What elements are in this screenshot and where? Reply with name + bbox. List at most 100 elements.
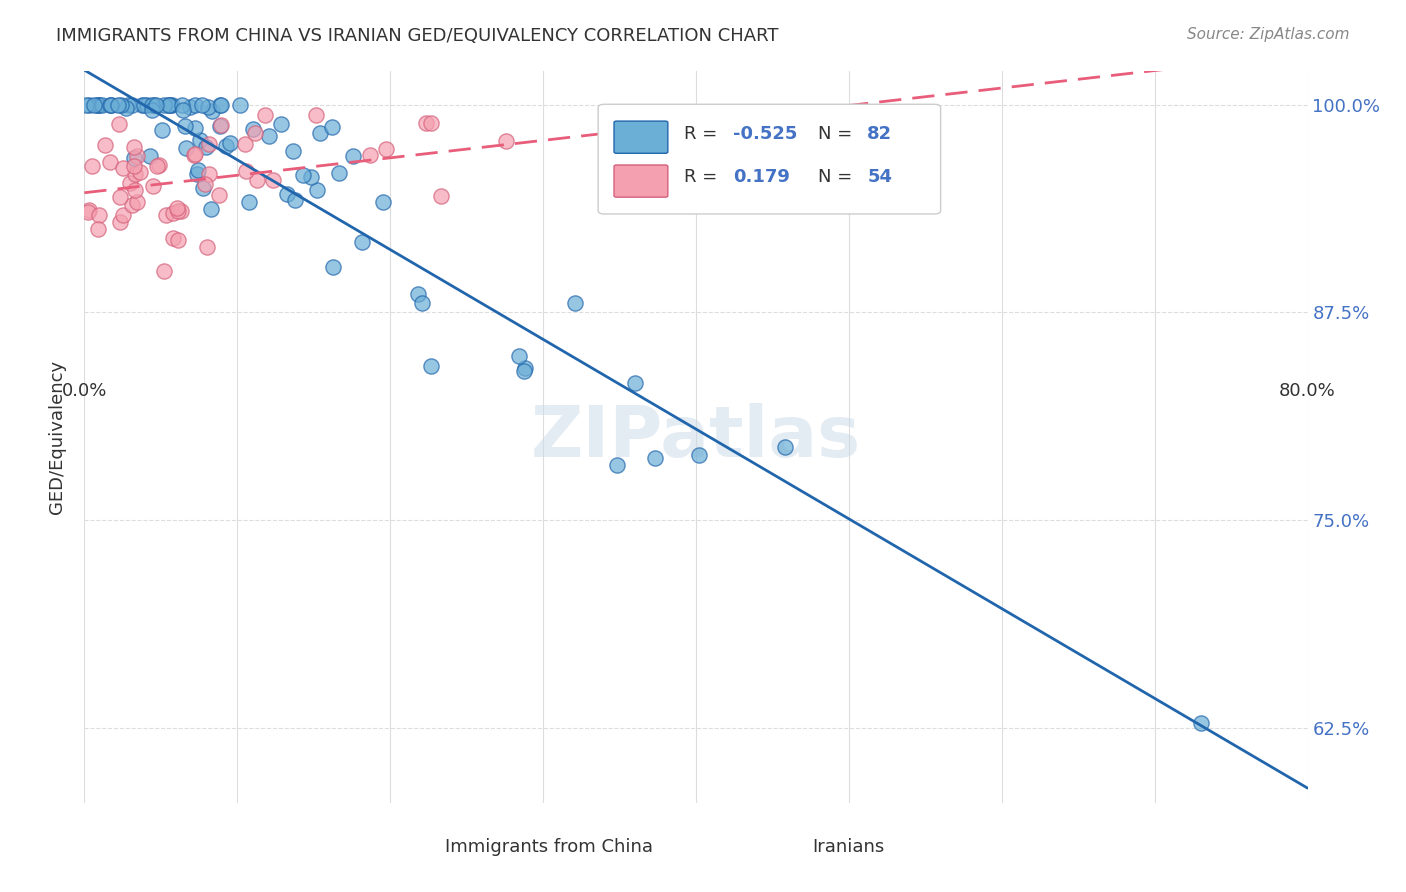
Point — [430, 189, 453, 203]
Point — [86, 97, 108, 112]
Point — [198, 137, 221, 152]
Point — [198, 168, 221, 182]
Point — [111, 161, 134, 175]
Point — [172, 103, 194, 117]
FancyBboxPatch shape — [614, 121, 668, 153]
Point — [155, 208, 177, 222]
Point — [342, 149, 364, 163]
Text: R =: R = — [683, 125, 723, 143]
Point — [107, 117, 129, 131]
Point — [153, 264, 176, 278]
Point — [87, 222, 110, 236]
Point — [374, 143, 396, 157]
Text: 54: 54 — [868, 169, 893, 186]
Point — [688, 448, 710, 462]
Point — [83, 97, 105, 112]
Point — [129, 164, 152, 178]
Point — [276, 186, 298, 201]
Point — [299, 170, 322, 185]
Point — [100, 97, 122, 112]
Point — [188, 133, 211, 147]
Point — [159, 97, 181, 112]
Text: IMMIGRANTS FROM CHINA VS IRANIAN GED/EQUIVALENCY CORRELATION CHART: IMMIGRANTS FROM CHINA VS IRANIAN GED/EQU… — [56, 27, 779, 45]
Point — [208, 188, 231, 202]
Text: N =: N = — [818, 125, 858, 143]
Point — [229, 97, 252, 112]
Text: 0.0%: 0.0% — [62, 383, 107, 401]
Point — [127, 194, 149, 209]
Text: 0.179: 0.179 — [733, 169, 790, 186]
Text: N =: N = — [818, 169, 858, 186]
Point — [194, 177, 217, 191]
Point — [246, 173, 269, 187]
Point — [309, 127, 332, 141]
Point — [195, 139, 218, 153]
Point — [257, 128, 280, 143]
Point — [406, 286, 429, 301]
Point — [195, 239, 218, 253]
Point — [291, 169, 314, 183]
Point — [167, 204, 190, 219]
Point — [190, 97, 212, 112]
Point — [508, 349, 530, 363]
Point — [215, 139, 238, 153]
Point — [174, 120, 197, 134]
Point — [150, 123, 173, 137]
Point — [170, 204, 193, 219]
FancyBboxPatch shape — [598, 104, 941, 214]
Point — [197, 99, 219, 113]
Point — [157, 97, 180, 112]
Point — [148, 158, 170, 172]
Text: R =: R = — [683, 169, 723, 186]
Text: Immigrants from China: Immigrants from China — [446, 838, 654, 855]
Point — [371, 194, 394, 209]
Point — [193, 181, 215, 195]
Point — [122, 152, 145, 166]
Text: Source: ZipAtlas.com: Source: ZipAtlas.com — [1187, 27, 1350, 42]
Point — [94, 138, 117, 153]
Text: 80.0%: 80.0% — [1279, 383, 1336, 401]
FancyBboxPatch shape — [412, 833, 447, 854]
Point — [305, 108, 328, 122]
Point — [209, 97, 232, 112]
Point — [87, 97, 110, 112]
Point — [328, 166, 350, 180]
Point — [235, 164, 257, 178]
Point — [122, 160, 145, 174]
Point — [262, 173, 284, 187]
Point — [322, 260, 344, 274]
Point — [77, 202, 100, 217]
Point — [131, 97, 153, 112]
Point — [307, 183, 329, 197]
Point — [513, 364, 536, 378]
Point — [146, 159, 169, 173]
Point — [176, 141, 198, 155]
Point — [243, 126, 266, 140]
Point — [156, 97, 179, 112]
Text: 82: 82 — [868, 125, 893, 143]
Point — [219, 136, 242, 150]
Point — [419, 115, 441, 129]
Point — [108, 215, 131, 229]
Point — [124, 183, 146, 197]
Point — [166, 201, 188, 215]
Point — [644, 168, 666, 182]
Text: -0.525: -0.525 — [733, 125, 797, 143]
Point — [162, 97, 184, 112]
Point — [82, 159, 104, 173]
Point — [184, 97, 207, 112]
FancyBboxPatch shape — [748, 833, 785, 854]
Point — [284, 193, 307, 207]
Point — [200, 202, 222, 216]
Point — [187, 162, 209, 177]
Point — [107, 97, 129, 112]
Point — [184, 121, 207, 136]
Point — [253, 108, 276, 122]
Point — [77, 204, 100, 219]
Point — [238, 195, 260, 210]
Point — [270, 117, 292, 131]
Point — [606, 458, 628, 472]
Point — [773, 440, 796, 454]
Point — [623, 376, 645, 391]
Point — [153, 97, 176, 112]
